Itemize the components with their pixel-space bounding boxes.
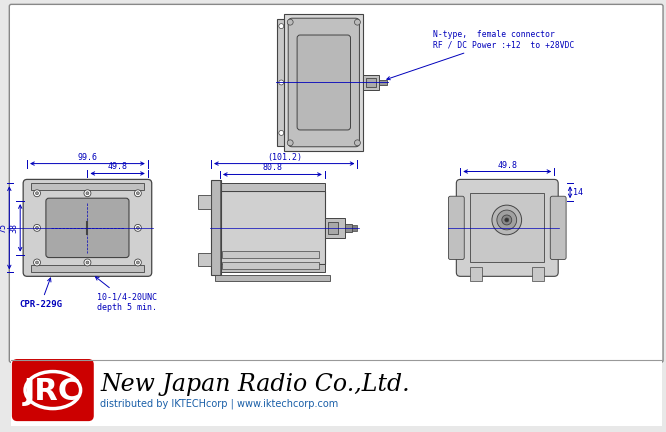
Bar — [211, 181, 221, 275]
Text: 14: 14 — [573, 188, 583, 197]
FancyBboxPatch shape — [550, 196, 566, 260]
Circle shape — [492, 205, 521, 235]
Ellipse shape — [25, 372, 81, 409]
Bar — [379, 79, 387, 86]
Circle shape — [137, 192, 139, 195]
Circle shape — [84, 259, 91, 266]
Bar — [364, 75, 379, 90]
Bar — [222, 251, 320, 257]
Circle shape — [135, 190, 141, 197]
Circle shape — [501, 215, 511, 225]
Circle shape — [137, 261, 139, 264]
Bar — [344, 224, 352, 232]
Circle shape — [84, 190, 91, 197]
Bar — [222, 263, 320, 270]
Circle shape — [135, 259, 141, 266]
Bar — [325, 218, 344, 238]
Bar — [366, 77, 376, 87]
Text: 49.8: 49.8 — [498, 161, 517, 169]
Circle shape — [135, 224, 141, 231]
Circle shape — [86, 261, 89, 264]
FancyBboxPatch shape — [46, 198, 129, 257]
Circle shape — [33, 190, 41, 197]
Circle shape — [137, 226, 139, 229]
Text: 99.6: 99.6 — [77, 152, 97, 162]
Text: 10-1/4-20UNC
depth 5 min.: 10-1/4-20UNC depth 5 min. — [95, 277, 157, 311]
Bar — [470, 267, 482, 281]
Circle shape — [354, 19, 360, 25]
Text: N-type,  female connector
RF / DC Power :+12  to +28VDC: N-type, female connector RF / DC Power :… — [387, 30, 574, 80]
Text: CPR-229G: CPR-229G — [19, 278, 62, 309]
FancyBboxPatch shape — [288, 18, 360, 147]
Bar — [277, 19, 285, 146]
Circle shape — [279, 24, 284, 29]
Bar — [284, 14, 364, 151]
Bar — [31, 265, 144, 272]
Circle shape — [497, 210, 517, 230]
Text: 75: 75 — [0, 223, 7, 233]
Text: 49.8: 49.8 — [108, 162, 128, 172]
Circle shape — [354, 140, 360, 146]
Text: JRC: JRC — [24, 377, 81, 406]
Bar — [328, 222, 338, 234]
Text: (101.2): (101.2) — [267, 152, 302, 162]
Circle shape — [287, 19, 293, 25]
Circle shape — [35, 261, 39, 264]
FancyBboxPatch shape — [13, 360, 93, 420]
FancyBboxPatch shape — [448, 196, 464, 260]
FancyBboxPatch shape — [9, 4, 663, 362]
Circle shape — [35, 192, 39, 195]
Bar — [220, 264, 326, 272]
Bar — [215, 275, 330, 281]
Circle shape — [279, 130, 284, 135]
Text: 38: 38 — [9, 223, 18, 233]
Bar — [31, 183, 144, 190]
Bar — [220, 183, 326, 191]
Circle shape — [279, 80, 284, 85]
FancyBboxPatch shape — [23, 179, 152, 276]
Bar — [198, 195, 211, 209]
Bar — [470, 193, 544, 263]
Circle shape — [35, 226, 39, 229]
Bar — [198, 253, 211, 267]
Text: 80.8: 80.8 — [262, 163, 282, 172]
Text: New Japan Radio Co.,Ltd.: New Japan Radio Co.,Ltd. — [101, 373, 410, 396]
FancyBboxPatch shape — [297, 35, 350, 130]
Bar — [220, 191, 326, 264]
FancyBboxPatch shape — [456, 179, 558, 276]
Text: distributed by IKTECHcorp | www.iktechcorp.com: distributed by IKTECHcorp | www.iktechco… — [101, 399, 338, 409]
Circle shape — [287, 140, 293, 146]
Circle shape — [33, 224, 41, 231]
Bar — [352, 225, 358, 231]
Circle shape — [505, 218, 509, 222]
Bar — [533, 267, 544, 281]
Bar — [11, 360, 662, 426]
Circle shape — [33, 259, 41, 266]
Circle shape — [86, 192, 89, 195]
